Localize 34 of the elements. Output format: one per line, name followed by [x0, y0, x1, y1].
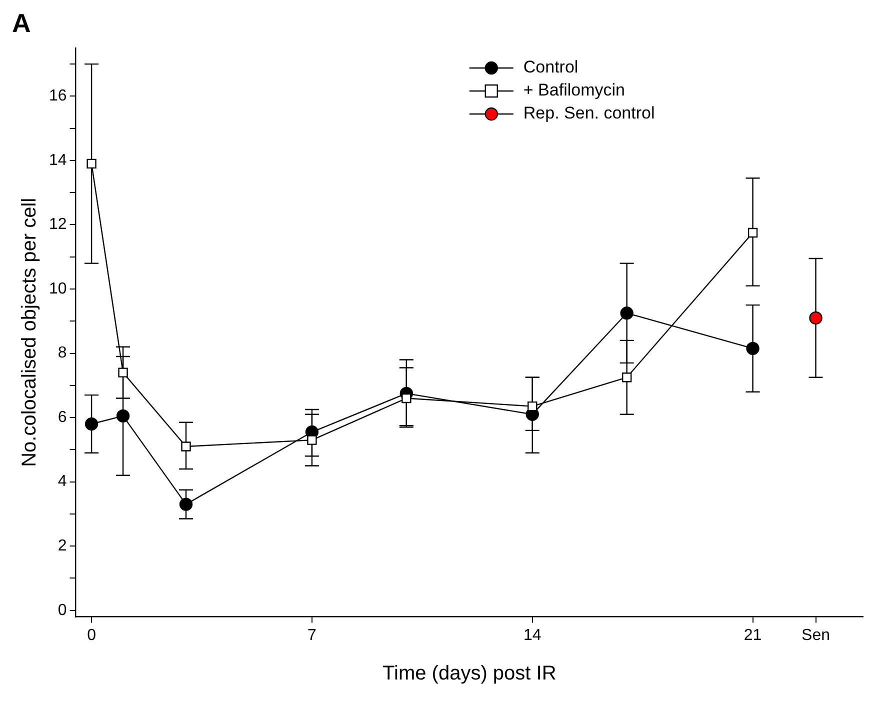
point — [181, 442, 191, 452]
point — [84, 417, 98, 431]
y-tick-label: 4 — [58, 473, 67, 490]
legend-label: Control — [523, 58, 578, 77]
point — [528, 401, 538, 412]
legend-label: + Bafilomycin — [523, 80, 625, 100]
point — [622, 372, 632, 382]
y-tick-label: 16 — [49, 88, 67, 105]
point — [746, 342, 760, 356]
point — [620, 306, 634, 320]
x-tick-label: 0 — [87, 626, 96, 644]
y-tick-label: 8 — [58, 344, 67, 362]
point — [402, 393, 412, 404]
point — [748, 228, 758, 238]
point — [809, 311, 822, 325]
point — [116, 409, 130, 423]
x-tick-label: 21 — [744, 626, 762, 644]
x-axis-title: Time (days) post IR — [382, 662, 556, 685]
legend-label: Rep. Sen. control — [523, 104, 655, 123]
y-tick-label: 14 — [49, 152, 67, 169]
point — [86, 158, 96, 169]
chart-title: A — [12, 8, 31, 38]
y-tick-label: 12 — [49, 216, 67, 234]
y-axis-title: No.colocalised objects per cell — [18, 198, 41, 467]
point — [307, 435, 317, 445]
point — [179, 498, 193, 511]
point — [118, 368, 128, 378]
y-tick-label: 10 — [49, 280, 67, 298]
y-tick-label: 6 — [58, 408, 67, 426]
x-tick-label: 14 — [523, 626, 542, 644]
y-tick-label: 0 — [58, 602, 67, 619]
y-tick-label: 2 — [58, 538, 67, 555]
x-tick-label: 7 — [308, 626, 317, 644]
x-tick-label: Sen — [802, 626, 830, 644]
